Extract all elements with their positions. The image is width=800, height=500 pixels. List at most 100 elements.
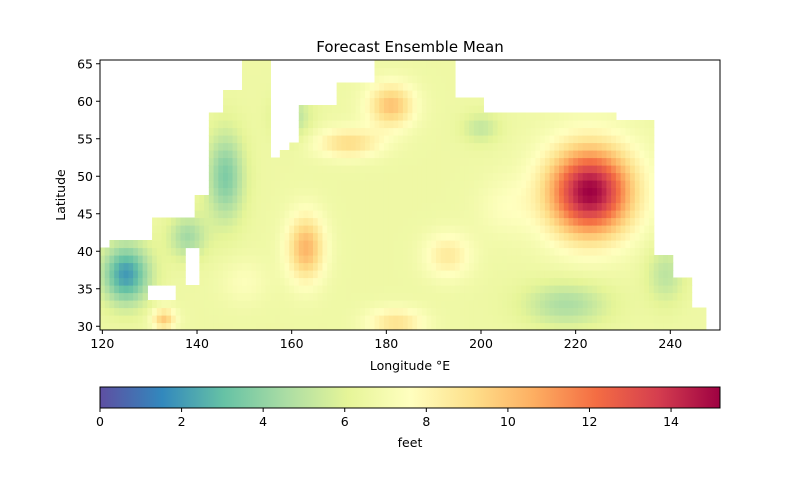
heatmap-cell: [365, 127, 371, 136]
heatmap-cell: [544, 150, 551, 159]
heatmap-cell: [237, 300, 243, 309]
heatmap-cell: [431, 255, 437, 264]
heatmap-cell: [473, 112, 480, 121]
heatmap-cell: [298, 112, 305, 121]
heatmap-cell: [170, 270, 177, 279]
heatmap-cell: [208, 270, 215, 279]
heatmap-cell: [270, 195, 276, 204]
heatmap-cell: [223, 195, 229, 204]
heatmap-cell: [492, 210, 499, 219]
heatmap-cell: [303, 247, 309, 256]
heatmap-cell: [634, 225, 641, 234]
heatmap-cell: [454, 105, 461, 114]
heatmap-cell: [563, 120, 570, 129]
heatmap-cell: [398, 142, 404, 151]
heatmap-cell: [251, 225, 257, 234]
heatmap-cell: [634, 157, 641, 166]
heatmap-cell: [507, 277, 513, 286]
heatmap-cell: [284, 217, 290, 226]
heatmap-cell: [563, 247, 570, 256]
heatmap-cell: [374, 210, 380, 219]
heatmap-cell: [388, 292, 395, 301]
heatmap-cell: [596, 315, 603, 324]
heatmap-cell: [147, 255, 153, 264]
heatmap-cell: [478, 247, 484, 256]
heatmap-cell: [563, 180, 570, 189]
heatmap-cell: [346, 240, 352, 249]
heatmap-cell: [393, 90, 399, 99]
heatmap-cell: [100, 285, 106, 294]
heatmap-cell: [393, 217, 399, 226]
heatmap-cell: [488, 217, 494, 226]
heatmap-cell: [634, 292, 641, 301]
heatmap-cell: [265, 142, 271, 151]
heatmap-cell: [568, 277, 574, 286]
heatmap-cell: [596, 172, 603, 181]
heatmap-cell: [507, 270, 513, 279]
heatmap-cell: [469, 225, 475, 234]
heatmap-cell: [417, 150, 423, 159]
heatmap-cell: [649, 217, 655, 226]
heatmap-cell: [464, 232, 470, 241]
heatmap-cell: [450, 82, 456, 91]
heatmap-cell: [355, 112, 361, 121]
heatmap-cell: [436, 232, 442, 241]
heatmap-cell: [379, 217, 385, 226]
heatmap-cell: [492, 232, 499, 241]
heatmap-cell: [199, 202, 205, 211]
heatmap-cell: [118, 262, 125, 271]
heatmap-cell: [284, 210, 290, 219]
colorbar-tick-label: 14: [663, 414, 679, 429]
heatmap-cell: [488, 135, 494, 144]
heatmap-cell: [270, 172, 276, 181]
heatmap-cell: [407, 300, 413, 309]
heatmap-cell: [194, 225, 200, 234]
heatmap-cell: [478, 142, 484, 151]
heatmap-cell: [365, 105, 371, 114]
heatmap-cell: [596, 285, 603, 294]
heatmap-cell: [478, 150, 484, 159]
heatmap-cell: [241, 120, 248, 129]
heatmap-cell: [298, 232, 305, 241]
heatmap-cell: [118, 255, 125, 264]
heatmap-cell: [398, 67, 404, 76]
heatmap-cell: [568, 270, 574, 279]
heatmap-cell: [606, 120, 612, 129]
heatmap-cell: [327, 172, 333, 181]
heatmap-cell: [199, 262, 205, 271]
heatmap-cell: [649, 270, 655, 279]
heatmap-cell: [232, 240, 238, 249]
heatmap-cell: [464, 150, 470, 159]
heatmap-cell: [170, 217, 177, 226]
heatmap-cell: [459, 97, 466, 106]
heatmap-cell: [469, 150, 475, 159]
heatmap-cell: [535, 270, 541, 279]
heatmap-cell: [625, 270, 631, 279]
heatmap-cell: [620, 322, 626, 330]
x-tick-label: 160: [280, 336, 304, 351]
heatmap-cell: [421, 112, 428, 121]
heatmap-cell: [251, 105, 257, 114]
heatmap-cell: [483, 217, 489, 226]
heatmap-cell: [331, 315, 338, 324]
heatmap-cell: [630, 270, 636, 279]
heatmap-cell: [445, 270, 451, 279]
heatmap-cell: [260, 285, 267, 294]
heatmap-cell: [246, 217, 253, 226]
heatmap-cell: [592, 202, 598, 211]
heatmap-cell: [341, 105, 347, 114]
heatmap-cell: [497, 210, 503, 219]
heatmap-cell: [606, 135, 612, 144]
heatmap-cell: [549, 180, 555, 189]
heatmap-cell: [317, 165, 324, 174]
heatmap-cell: [365, 202, 371, 211]
heatmap-cell: [218, 172, 224, 181]
heatmap-cell: [454, 270, 461, 279]
heatmap-cell: [331, 307, 338, 316]
heatmap-cell: [398, 187, 404, 196]
heatmap-cell: [294, 300, 300, 309]
heatmap-cell: [346, 277, 352, 286]
heatmap-cell: [241, 157, 248, 166]
heatmap-cell: [208, 315, 215, 324]
heatmap-cell: [601, 195, 608, 204]
